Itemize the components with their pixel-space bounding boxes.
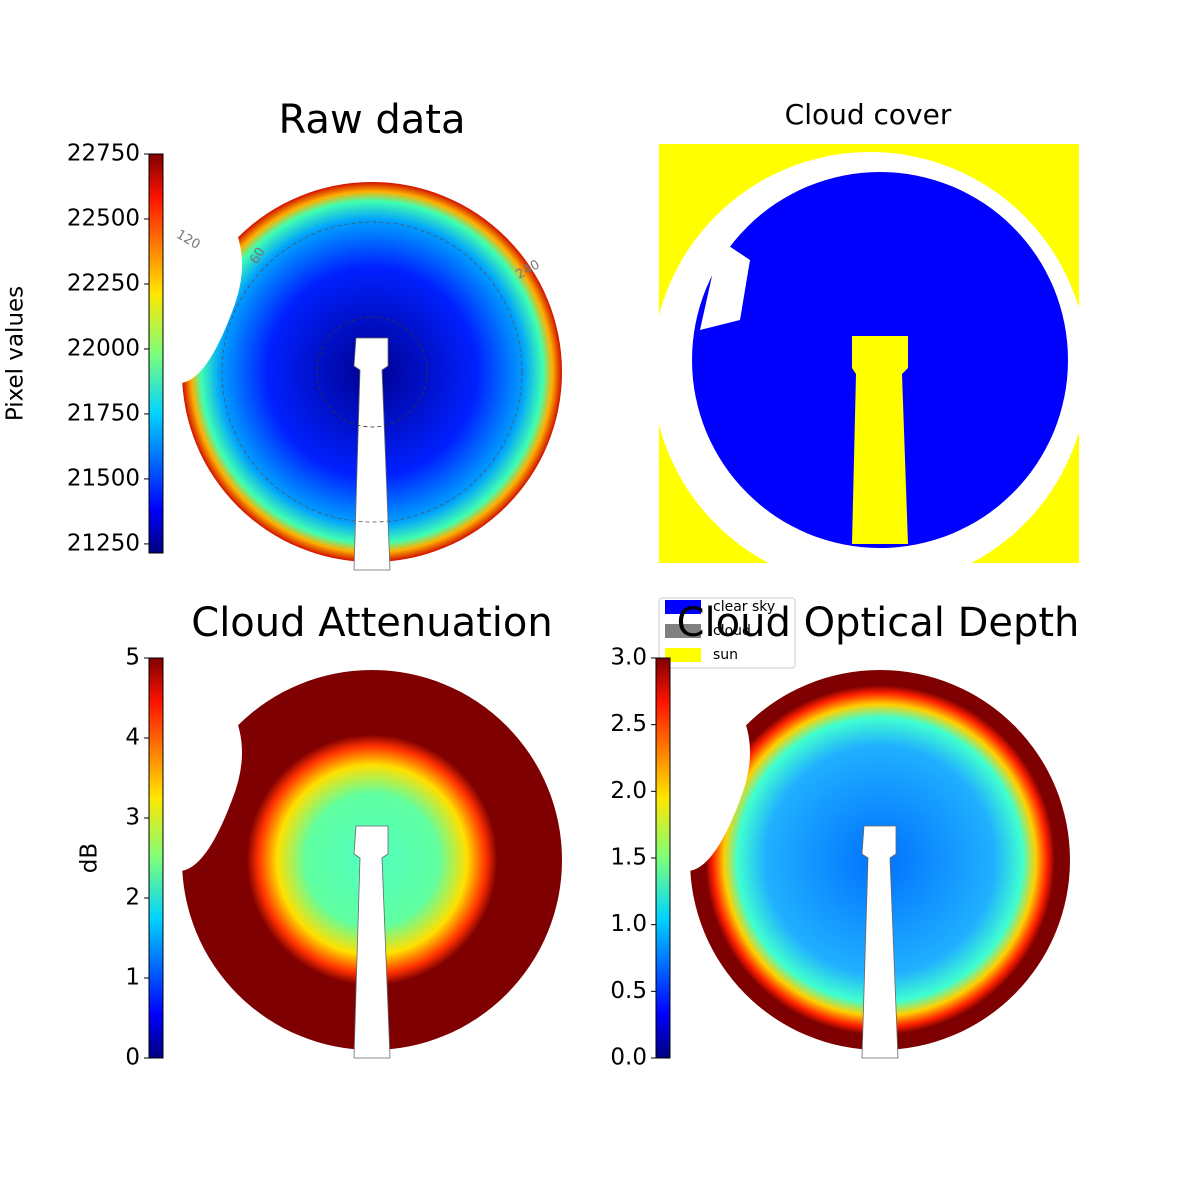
colorbar-tick-label: 3 <box>125 805 140 831</box>
colorbar-tick-label: 21500 <box>67 465 140 491</box>
colorbar-tick-label: 2 <box>125 885 140 911</box>
polar-grid <box>221 221 523 523</box>
mask-arm <box>353 825 391 1059</box>
colorbar-tick-label: 1.5 <box>610 845 647 871</box>
panel-title: Raw data <box>279 97 466 143</box>
panel-title: Cloud Optical Depth <box>677 600 1080 646</box>
colorbar-tick-label: 5 <box>125 645 140 671</box>
colorbar-tick-label: 22250 <box>67 270 140 296</box>
colorbar-tick-label: 0.5 <box>610 978 647 1004</box>
mask-arm <box>852 336 908 544</box>
polar-label: 60 <box>247 245 268 267</box>
colorbar-tick-label: 1.0 <box>610 911 647 937</box>
legend-swatch <box>665 624 701 638</box>
panel-title: Cloud cover <box>785 98 952 131</box>
legend-swatch <box>665 600 701 614</box>
colorbar-tick-label: 1 <box>125 965 140 991</box>
mask-arm <box>353 337 391 571</box>
cutout <box>700 240 750 330</box>
colorbar-tick-label: 21250 <box>67 530 140 556</box>
colorbar-tick-label: 22000 <box>67 335 140 361</box>
colorbar-label: dB <box>77 843 103 873</box>
colorbar-tick-label: 4 <box>125 725 140 751</box>
colorbar-tick-label: 22500 <box>67 205 140 231</box>
colorbar-tick-label: 22750 <box>67 141 140 167</box>
legend-swatch <box>665 648 701 662</box>
mask-arm <box>861 825 899 1059</box>
colorbar-tick-label: 21750 <box>67 400 140 426</box>
colorbar <box>148 657 164 1059</box>
colorbar-tick-label: 3.0 <box>610 645 647 671</box>
colorbar-tick-label: 2.0 <box>610 778 647 804</box>
colorbar <box>655 657 671 1059</box>
colorbar <box>148 153 164 554</box>
legend-label: sun <box>713 647 738 663</box>
colorbar-label: Pixel values <box>3 286 29 421</box>
legend-label: clear sky <box>713 599 775 615</box>
colorbar-tick-label: 0 <box>125 1045 140 1071</box>
colorbar-tick-label: 0.0 <box>610 1045 647 1071</box>
legend-label: cloud <box>713 623 751 639</box>
panel-title: Cloud Attenuation <box>191 600 552 646</box>
polar-grid <box>316 316 428 428</box>
colorbar-tick-label: 2.5 <box>610 711 647 737</box>
